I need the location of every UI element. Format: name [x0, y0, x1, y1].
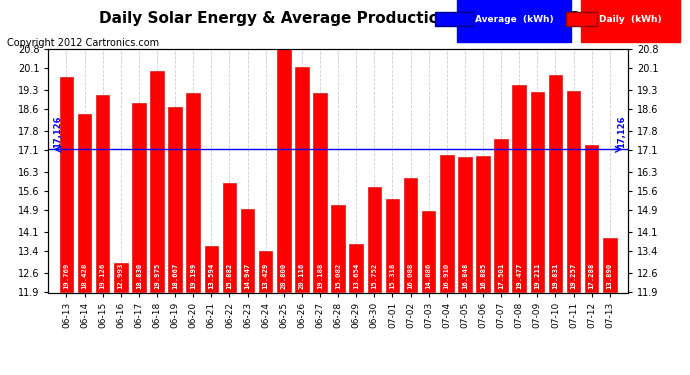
Bar: [186, 93, 200, 292]
Bar: [241, 209, 255, 292]
Bar: [331, 206, 345, 292]
Bar: [386, 199, 400, 292]
Bar: [440, 155, 453, 292]
Bar: [404, 178, 417, 292]
Text: 18.830: 18.830: [136, 263, 142, 289]
Bar: [513, 85, 526, 292]
Bar: [494, 139, 508, 292]
Text: 17.288: 17.288: [589, 263, 595, 289]
Text: 15.082: 15.082: [335, 263, 341, 289]
Text: 17,126: 17,126: [617, 116, 626, 148]
Bar: [422, 211, 435, 292]
Text: 19.831: 19.831: [553, 263, 558, 289]
Bar: [259, 251, 273, 292]
Bar: [204, 246, 218, 292]
Bar: [223, 183, 236, 292]
Text: 13.594: 13.594: [208, 263, 215, 289]
Text: 16.848: 16.848: [462, 263, 468, 289]
Bar: [132, 103, 146, 292]
Bar: [458, 157, 472, 292]
Text: 15.318: 15.318: [389, 263, 395, 289]
Text: 19.257: 19.257: [571, 263, 577, 289]
Text: Average  (kWh): Average (kWh): [475, 15, 553, 24]
Bar: [168, 107, 182, 292]
Bar: [549, 75, 562, 292]
Text: 20.116: 20.116: [299, 263, 305, 289]
Text: 18.667: 18.667: [172, 263, 178, 289]
Text: 16.885: 16.885: [480, 263, 486, 289]
Text: 14.947: 14.947: [244, 263, 250, 289]
Bar: [150, 71, 164, 292]
Bar: [277, 49, 290, 292]
Text: 16.088: 16.088: [408, 263, 413, 289]
Text: 19.199: 19.199: [190, 263, 196, 289]
Bar: [295, 68, 308, 292]
Bar: [313, 93, 327, 292]
Text: 18.428: 18.428: [81, 263, 88, 289]
Text: 15.882: 15.882: [226, 263, 233, 289]
Text: 20.800: 20.800: [281, 263, 287, 289]
Bar: [585, 145, 598, 292]
Bar: [368, 187, 381, 292]
Text: 17,126: 17,126: [53, 116, 62, 148]
Bar: [476, 156, 490, 292]
Text: 19.126: 19.126: [99, 263, 106, 289]
Text: 19.211: 19.211: [534, 263, 540, 289]
Text: 19.188: 19.188: [317, 263, 323, 289]
Bar: [59, 77, 73, 292]
Text: 16.910: 16.910: [444, 263, 450, 289]
Text: 19.769: 19.769: [63, 263, 70, 289]
Text: 14.886: 14.886: [426, 263, 432, 289]
Text: Daily Solar Energy & Average Production Sat Jul 14 05:39: Daily Solar Energy & Average Production …: [99, 11, 591, 26]
Text: 17.501: 17.501: [498, 263, 504, 289]
Bar: [349, 244, 363, 292]
Bar: [96, 94, 110, 292]
Text: 12.993: 12.993: [118, 263, 124, 289]
Bar: [566, 91, 580, 292]
Bar: [603, 238, 617, 292]
Text: 19.477: 19.477: [516, 263, 522, 289]
Text: 15.752: 15.752: [371, 263, 377, 289]
Text: Copyright 2012 Cartronics.com: Copyright 2012 Cartronics.com: [7, 38, 159, 48]
Text: 19.975: 19.975: [154, 263, 160, 289]
Text: 13.429: 13.429: [263, 263, 268, 289]
Bar: [531, 92, 544, 292]
Bar: [78, 114, 91, 292]
Text: 13.654: 13.654: [353, 263, 359, 289]
Text: 13.890: 13.890: [607, 263, 613, 289]
Bar: [114, 262, 128, 292]
Text: Daily  (kWh): Daily (kWh): [599, 15, 662, 24]
